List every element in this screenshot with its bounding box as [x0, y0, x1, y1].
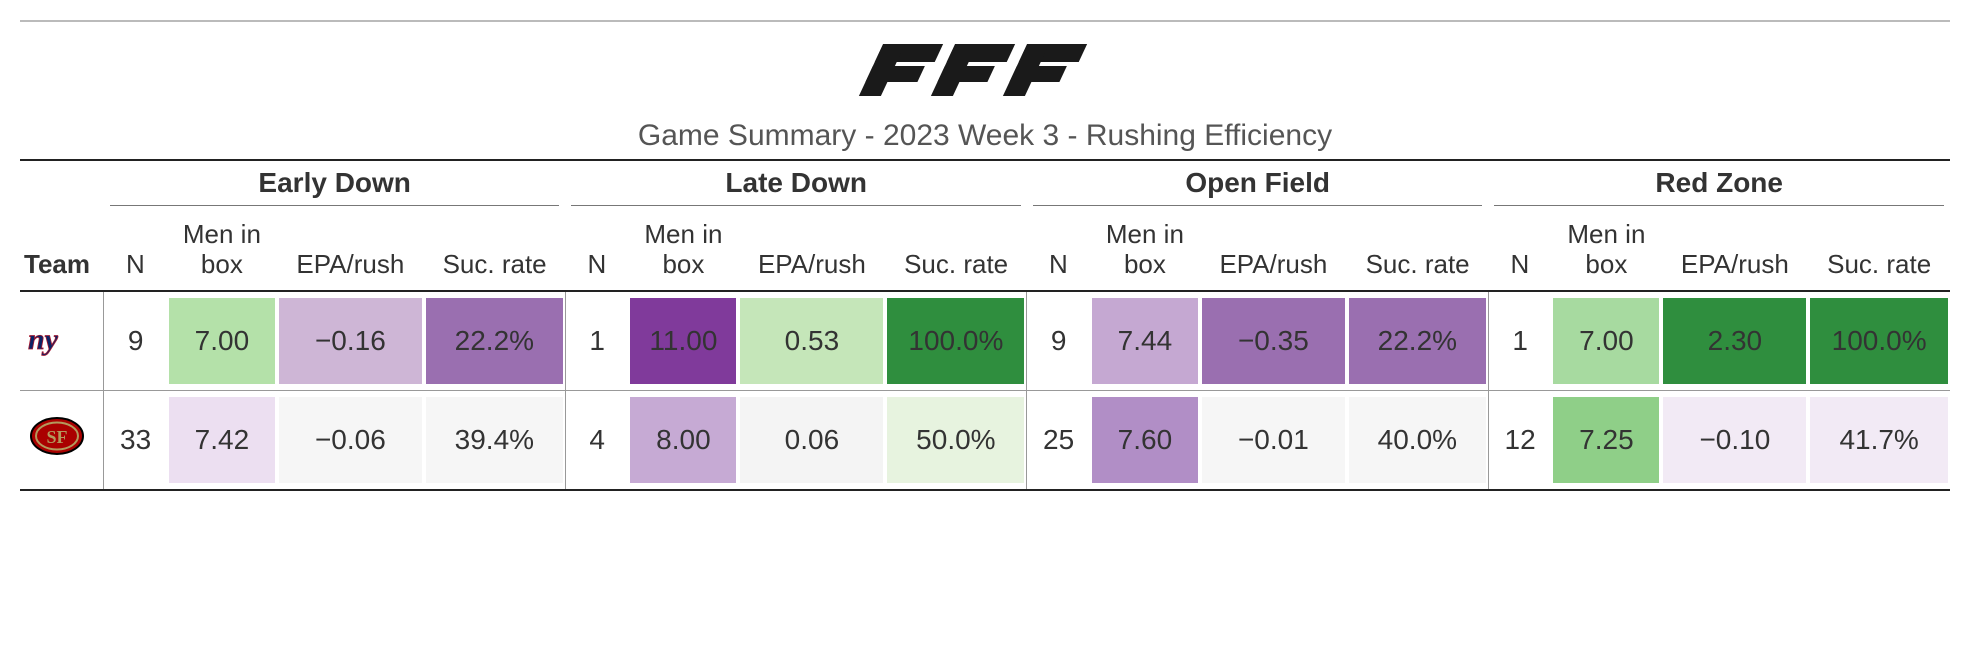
cell-epa: −0.06: [277, 390, 424, 490]
cell-box: 11.00: [628, 291, 738, 391]
cell-suc: 50.0%: [885, 390, 1027, 490]
column-epa: EPA/rush: [1661, 210, 1808, 291]
column-n: N: [1027, 210, 1090, 291]
cell-box: 7.60: [1090, 390, 1200, 490]
cell-suc: 22.2%: [424, 291, 566, 391]
cell-suc: 22.2%: [1347, 291, 1489, 391]
column-box: Men inbox: [1551, 210, 1661, 291]
cell-suc: 41.7%: [1808, 390, 1950, 490]
cell-suc: 100.0%: [885, 291, 1027, 391]
column-suc: Suc. rate: [1347, 210, 1489, 291]
column-epa: EPA/rush: [738, 210, 885, 291]
page-subtitle: Game Summary - 2023 Week 3 - Rushing Eff…: [20, 119, 1950, 153]
cell-n: 4: [565, 390, 628, 490]
cell-n: 1: [565, 291, 628, 391]
cell-box: 7.00: [1551, 291, 1661, 391]
cell-suc: 100.0%: [1808, 291, 1950, 391]
cell-n: 25: [1027, 390, 1090, 490]
column-n: N: [1488, 210, 1551, 291]
table-row: ny97.00−0.1622.2%111.000.53100.0%97.44−0…: [20, 291, 1950, 391]
column-team-spacer: [20, 160, 104, 210]
cell-epa: −0.01: [1200, 390, 1347, 490]
column-group-early-down: Early Down: [104, 160, 566, 210]
cell-suc: 40.0%: [1347, 390, 1489, 490]
table-row: SF337.42−0.0639.4%48.000.0650.0%257.60−0…: [20, 390, 1950, 490]
column-box: Men inbox: [167, 210, 277, 291]
column-group-late-down: Late Down: [565, 160, 1026, 210]
column-n: N: [565, 210, 628, 291]
cell-epa: −0.16: [277, 291, 424, 391]
cell-box: 7.44: [1090, 291, 1200, 391]
cell-box: 7.00: [167, 291, 277, 391]
column-epa: EPA/rush: [1200, 210, 1347, 291]
column-suc: Suc. rate: [424, 210, 566, 291]
cell-epa: 0.53: [738, 291, 885, 391]
cell-suc: 39.4%: [424, 390, 566, 490]
cell-box: 7.25: [1551, 390, 1661, 490]
column-n: N: [104, 210, 167, 291]
svg-text:ny: ny: [28, 323, 59, 356]
cell-epa: −0.10: [1661, 390, 1808, 490]
svg-text:SF: SF: [46, 427, 67, 447]
cell-n: 9: [1027, 291, 1090, 391]
cell-box: 7.42: [167, 390, 277, 490]
column-box: Men inbox: [1090, 210, 1200, 291]
column-group-red-zone: Red Zone: [1488, 160, 1950, 210]
cell-epa: 0.06: [738, 390, 885, 490]
column-suc: Suc. rate: [1808, 210, 1950, 291]
cell-epa: −0.35: [1200, 291, 1347, 391]
cell-box: 8.00: [628, 390, 738, 490]
cell-n: 33: [104, 390, 167, 490]
rushing-efficiency-table: Early Down Late Down Open Field Red Zone…: [20, 159, 1950, 491]
cell-n: 9: [104, 291, 167, 391]
column-group-open-field: Open Field: [1027, 160, 1488, 210]
cell-n: 12: [1488, 390, 1551, 490]
team-logo-sf: SF: [20, 390, 104, 490]
team-logo-nyg: ny: [20, 291, 104, 391]
column-box: Men inbox: [628, 210, 738, 291]
column-team: Team: [20, 210, 104, 291]
cell-n: 1: [1488, 291, 1551, 391]
column-suc: Suc. rate: [885, 210, 1027, 291]
column-epa: EPA/rush: [277, 210, 424, 291]
cell-epa: 2.30: [1661, 291, 1808, 391]
brand-logo: [20, 40, 1950, 105]
